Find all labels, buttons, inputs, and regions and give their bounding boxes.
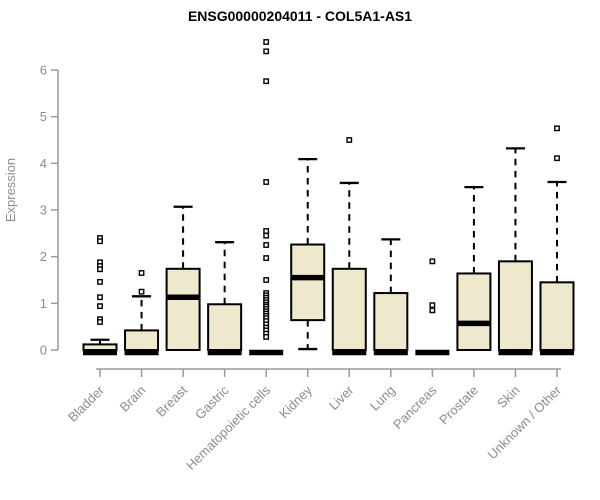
outlier-marker (263, 255, 270, 261)
outlier-marker (97, 294, 103, 301)
outlier-marker (97, 238, 103, 245)
box-iqr (373, 292, 409, 351)
x-tick-label: Bladder (65, 382, 108, 425)
y-tick-label: 3 (40, 202, 47, 217)
box-iqr (497, 260, 533, 351)
box-iqr (456, 272, 492, 352)
x-tick-label: Lung (367, 383, 398, 414)
x-tick-label: Kidney (276, 382, 315, 421)
outlier-marker (263, 179, 270, 185)
y-tick-label: 6 (40, 62, 47, 77)
box-iqr (331, 267, 367, 351)
outlier-marker (429, 258, 436, 265)
box-iqr (290, 243, 326, 322)
outlier-marker (554, 155, 560, 162)
outlier-marker (97, 319, 103, 325)
x-tick-label: Breast (153, 382, 190, 419)
x-tick-label: Gastric (192, 382, 232, 422)
y-tick-label: 1 (40, 296, 47, 311)
chart-title: ENSG00000204011 - COL5A1-AS1 (188, 8, 412, 24)
box-iqr (207, 303, 243, 351)
box-iqr (539, 281, 575, 352)
outlier-marker (263, 228, 270, 234)
outlier-marker (346, 137, 353, 143)
y-axis-title: Expression (3, 158, 18, 222)
outlier-marker (263, 78, 270, 85)
y-tick-label: 0 (40, 343, 47, 358)
x-tick-label: Skin (494, 383, 522, 411)
x-tick-label: Pancreas (390, 382, 440, 432)
box-iqr (82, 343, 118, 352)
box-iqr (165, 267, 201, 351)
outlier-marker (263, 232, 270, 239)
outlier-marker (263, 242, 270, 248)
outlier-marker (97, 303, 103, 310)
outlier-marker (138, 270, 145, 276)
outlier-marker (263, 334, 270, 340)
box-iqr (124, 329, 160, 352)
outlier-marker (138, 288, 145, 295)
y-tick-label: 2 (40, 249, 47, 264)
x-tick-label: Liver (326, 382, 357, 413)
outlier-marker (263, 39, 270, 45)
x-tick-label: Brain (117, 383, 149, 415)
outlier-marker (97, 266, 103, 273)
outlier-marker (97, 278, 103, 285)
outlier-marker (429, 302, 436, 309)
x-tick-label: Prostate (436, 383, 481, 428)
outlier-marker (263, 48, 270, 55)
y-tick-label: 5 (40, 109, 47, 124)
x-tick-label: Unknown / Other (485, 382, 565, 462)
y-tick-label: 4 (40, 156, 47, 171)
outlier-marker (429, 307, 436, 314)
outlier-marker (554, 125, 560, 132)
outlier-marker (263, 277, 270, 283)
